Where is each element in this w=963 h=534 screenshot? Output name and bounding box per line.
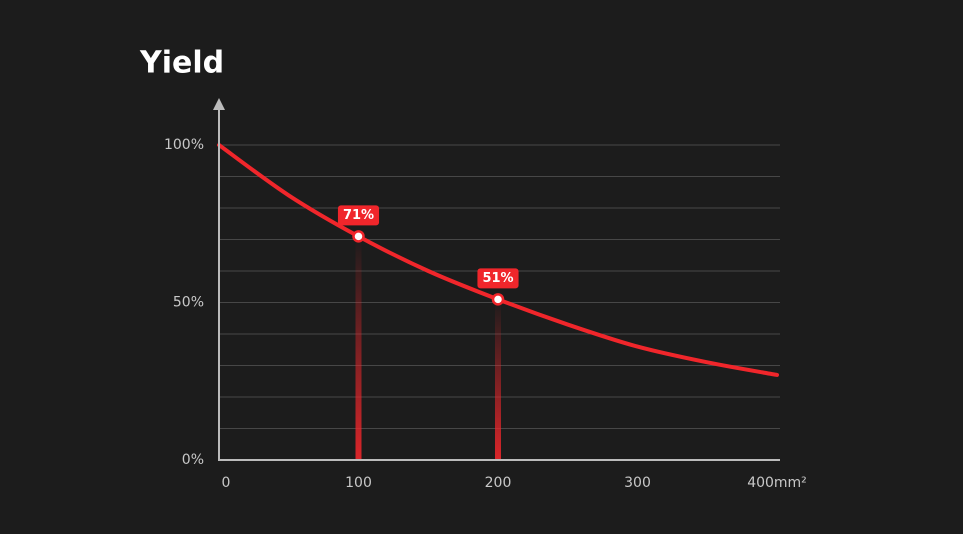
labels: 0% 50% 100% 0 100 200 300 400mm² 71% 51% (164, 137, 807, 491)
x-tick-label: 100 (345, 475, 372, 491)
x-tick-label: 0 (222, 475, 231, 491)
x-tick-label: 300 (624, 475, 651, 491)
x-tick-label: 400mm² (747, 475, 807, 491)
value-badge: 71% (337, 205, 380, 226)
point-marker (352, 230, 365, 243)
plot (217, 143, 779, 460)
value-label: 71% (343, 208, 374, 223)
drop-bar (495, 299, 501, 460)
y-tick-label: 0% (182, 452, 204, 468)
x-tick-label: 200 (485, 475, 512, 491)
value-badge: 51% (477, 268, 519, 289)
value-label-bg (477, 268, 519, 289)
value-label-bg (337, 205, 380, 226)
value-label: 51% (482, 271, 513, 286)
y-tick-label: 100% (164, 137, 204, 153)
y-axis-arrow (213, 98, 225, 110)
drop-bar (355, 236, 362, 460)
chart-title: Yield (139, 46, 224, 81)
y-tick-label: 50% (173, 295, 204, 311)
point-marker (491, 293, 505, 306)
